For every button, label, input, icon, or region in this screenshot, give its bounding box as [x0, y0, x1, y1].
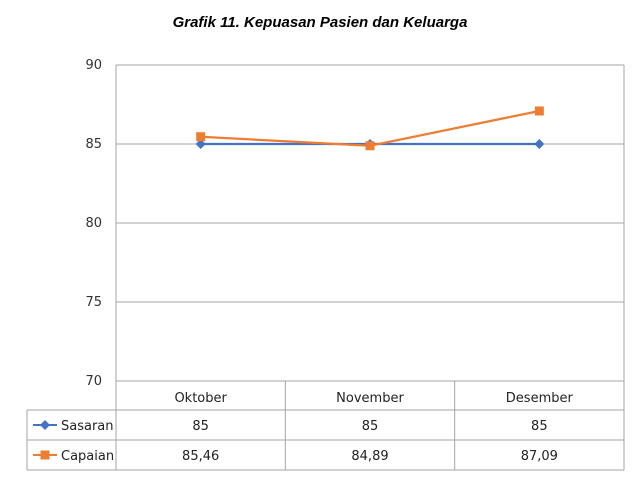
- data-label: 85,46: [182, 449, 219, 464]
- data-point: [365, 141, 375, 151]
- data-table: Oktober November Desember Sasaran 85 85 85 Capa…: [26, 381, 625, 471]
- data-label: 85: [192, 419, 209, 434]
- gridlines: [115, 64, 625, 382]
- data-label: 85: [362, 419, 379, 434]
- category-label: November: [336, 391, 404, 406]
- data-point: [534, 139, 545, 149]
- y-tick-label: 80: [85, 216, 102, 231]
- y-tick-label: 85: [85, 137, 102, 152]
- data-label: 85: [531, 419, 548, 434]
- data-point: [195, 139, 206, 149]
- legend-key-marker: [40, 450, 50, 460]
- data-point: [534, 106, 544, 116]
- data-point: [196, 132, 206, 142]
- y-tick-label: 75: [85, 295, 102, 310]
- legend-label: Sasaran: [61, 419, 114, 434]
- y-tick-label: 90: [85, 58, 102, 73]
- y-tick-label: 70: [85, 374, 102, 389]
- legend-label: Capaian: [61, 449, 114, 464]
- category-label: Oktober: [174, 391, 227, 406]
- chart-title: Grafik 11. Kepuasan Pasien dan Keluarga: [172, 14, 468, 31]
- data-label: 84,89: [351, 449, 388, 464]
- data-label: 87,09: [521, 449, 558, 464]
- category-label: Desember: [506, 391, 574, 406]
- y-axis-tick-labels: 70 75 80 85 90: [85, 58, 102, 389]
- legend-key-marker: [40, 420, 50, 430]
- series-markers: [195, 106, 545, 151]
